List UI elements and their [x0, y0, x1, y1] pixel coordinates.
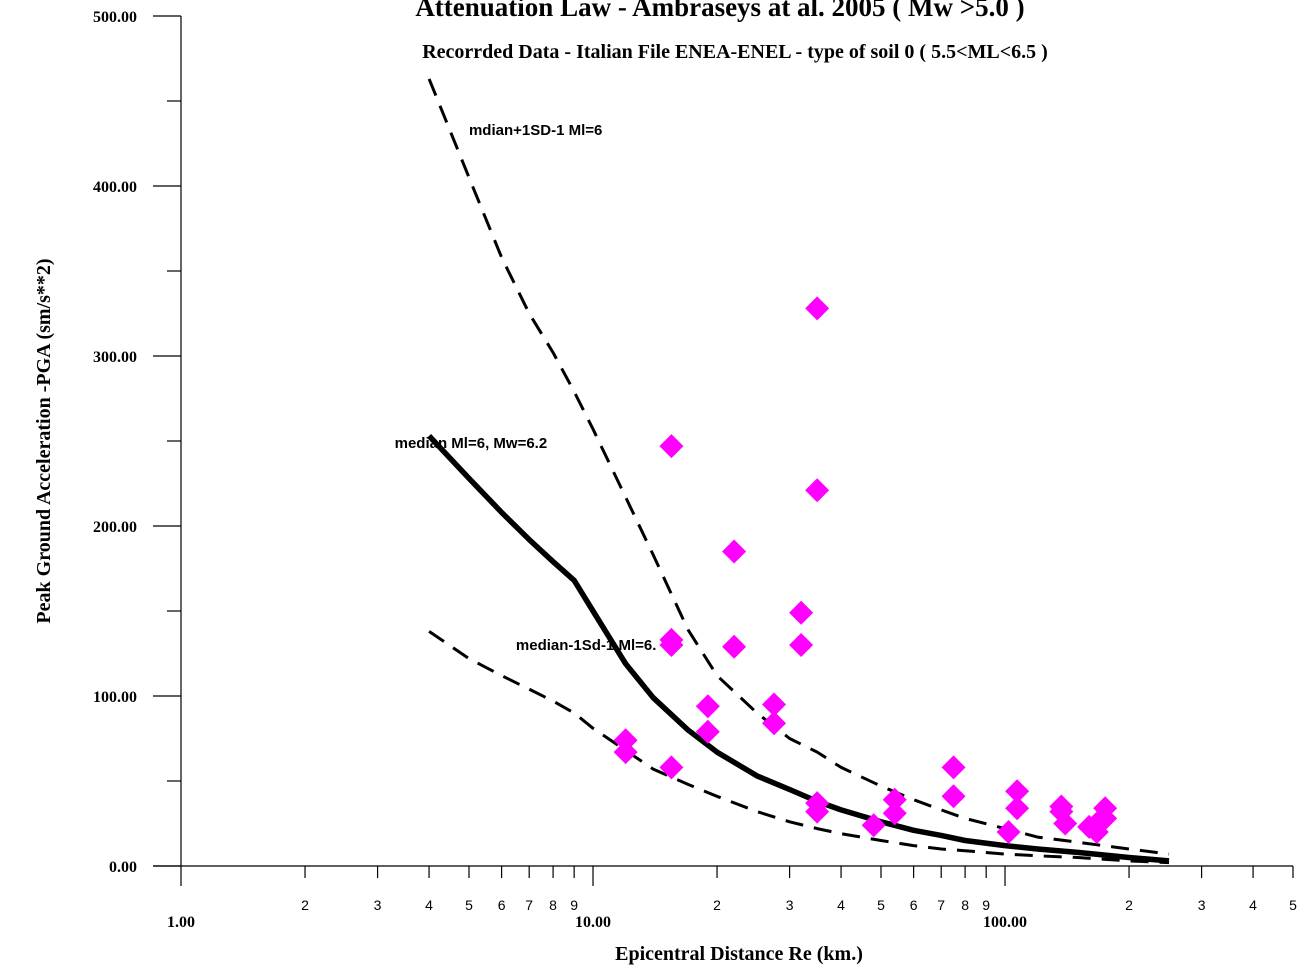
axes: [153, 16, 1293, 867]
x-minor-tick-label-19: 5: [1289, 897, 1297, 913]
x-minor-tick-label-8: 2: [713, 897, 721, 913]
data-point: [941, 784, 966, 809]
x-minor-tick-label-7: 9: [570, 897, 578, 913]
x-minor-tick-label-12: 6: [910, 897, 918, 913]
series-line-2: [428, 630, 1170, 865]
data-point: [805, 296, 830, 321]
data-point: [882, 801, 907, 826]
data-point: [1093, 806, 1118, 831]
x-minor-tick-label-11: 5: [877, 897, 885, 913]
data-point: [722, 634, 747, 659]
annotation-1: median Ml=6, Mw=6.2: [395, 435, 548, 452]
x-minor-tick-label-14: 8: [961, 897, 969, 913]
series-line-0: [427, 434, 1170, 864]
data-point: [789, 600, 814, 625]
annotation-2: median-1Sd-1 Ml=6.: [516, 637, 656, 654]
data-point: [762, 711, 787, 736]
data-point: [1053, 811, 1078, 836]
x-minor-tick-label-17: 3: [1198, 897, 1206, 913]
annotation-0: mdian+1SD-1 Ml=6: [469, 122, 602, 139]
x-minor-tick-label-6: 8: [549, 897, 557, 913]
data-point: [1005, 796, 1030, 821]
x-tick-label-1: 10.00: [575, 914, 611, 931]
x-minor-tick-label-18: 4: [1249, 897, 1257, 913]
data-point: [722, 539, 747, 564]
x-minor-tick-label-15: 9: [982, 897, 990, 913]
data-point: [1005, 779, 1030, 804]
x-minor-tick-label-3: 5: [465, 897, 473, 913]
x-tick-label-0: 1.00: [167, 914, 195, 931]
data-point: [659, 755, 684, 780]
y-tick-label-0: 0.00: [109, 859, 137, 876]
data-points: [613, 296, 1118, 844]
x-axis-ticks: 1.00 10.00 100.002 3 4 5 6 7 8 9 2 3 4 5 6 7 8 9 2 3 4 5: [167, 866, 1297, 931]
data-point: [762, 692, 787, 717]
x-minor-tick-label-4: 6: [498, 897, 506, 913]
x-minor-tick-label-10: 4: [837, 897, 845, 913]
x-axis-label: Epicentral Distance Re (km.): [615, 943, 863, 965]
chart-title: Attenuation Law - Ambraseys at al. 2005 …: [415, 0, 1024, 22]
x-minor-tick-label-16: 2: [1125, 897, 1133, 913]
x-minor-tick-label-5: 7: [525, 897, 533, 913]
x-minor-tick-label-2: 4: [425, 897, 433, 913]
data-point: [805, 799, 830, 824]
y-tick-label-2: 200.00: [93, 519, 137, 536]
y-tick-label-5: 500.00: [93, 9, 137, 26]
y-tick-label-3: 300.00: [93, 349, 137, 366]
y-axis-ticks: 0.00 100.00 200.00 300.00 400.00 500.00: [93, 9, 181, 876]
data-point: [695, 719, 720, 744]
x-tick-label-2: 100.00: [983, 914, 1027, 931]
data-point: [996, 820, 1021, 844]
data-point: [613, 740, 638, 765]
chart-subtitle: Recorrded Data - Italian File ENEA-ENEL …: [422, 41, 1048, 63]
x-minor-tick-label-0: 2: [301, 897, 309, 913]
series-line-1: [427, 78, 1170, 856]
data-point: [882, 787, 907, 812]
x-minor-tick-label-13: 7: [937, 897, 945, 913]
data-point: [695, 694, 720, 719]
data-point: [941, 755, 966, 780]
y-tick-label-4: 400.00: [93, 179, 137, 196]
series-lines: [427, 78, 1170, 865]
annotations: mdian+1SD-1 Ml=6 median Ml=6, Mw=6.2 media…: [395, 122, 657, 654]
data-point: [861, 813, 886, 838]
y-axis-label: Peak Ground Acceleration -PGA (sm/s**2): [33, 258, 55, 623]
y-tick-label-1: 100.00: [93, 689, 137, 706]
data-point: [659, 633, 684, 657]
x-minor-tick-label-1: 3: [374, 897, 382, 913]
data-point: [659, 434, 684, 459]
data-point: [805, 478, 830, 503]
x-minor-tick-label-9: 3: [786, 897, 794, 913]
data-point: [789, 633, 814, 657]
